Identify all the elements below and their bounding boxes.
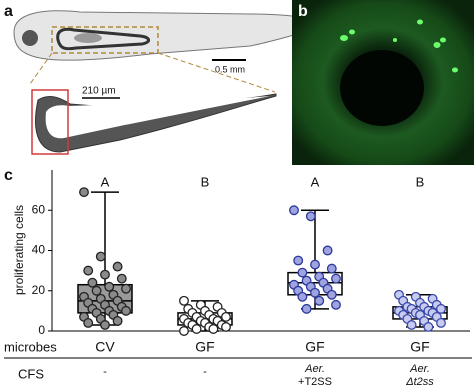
y-tick-label: 60 — [32, 202, 46, 216]
data-point — [79, 187, 89, 198]
cfs-label: Δt2ss — [405, 376, 434, 388]
data-point — [301, 303, 312, 314]
panel-label: b — [298, 3, 308, 20]
panel-label: c — [4, 167, 13, 184]
fish-eye — [22, 30, 38, 46]
data-point — [305, 211, 316, 222]
y-tick-label: 40 — [32, 243, 46, 257]
lumen — [340, 50, 424, 126]
zoom-line — [157, 52, 276, 93]
gut — [56, 27, 150, 51]
cfs-label: - — [203, 366, 207, 378]
scale-bar-label: 0.5 mm — [215, 64, 245, 74]
cells — [340, 19, 458, 73]
fish-body — [13, 10, 326, 61]
data-point — [87, 277, 98, 288]
category-label: GF — [410, 339, 429, 355]
data-point — [116, 273, 127, 284]
data-point — [83, 318, 94, 328]
panel-a: a 0.5 mm 210 µm — [4, 3, 326, 155]
data-point — [112, 315, 123, 326]
zoom-box — [51, 26, 159, 54]
data-point — [179, 326, 189, 336]
x-axis-label: microbes — [4, 339, 57, 354]
data-point — [121, 283, 131, 294]
data-point — [423, 322, 434, 332]
data-point — [406, 320, 417, 330]
data-point — [100, 320, 110, 330]
significance-letter: B — [201, 174, 210, 189]
significance-letter: A — [101, 174, 110, 189]
data-point — [310, 287, 320, 298]
row-label: CFS — [18, 366, 44, 381]
data-point — [314, 295, 325, 306]
data-point — [331, 273, 341, 284]
panel-b: b — [292, 0, 474, 165]
data-point — [179, 295, 189, 306]
zoom-line — [29, 52, 53, 85]
data-point — [326, 289, 337, 300]
y-axis-label: proliferating cells — [12, 205, 26, 295]
data-point — [104, 281, 115, 292]
data-point — [289, 205, 299, 216]
data-point — [83, 265, 94, 276]
panel-label: a — [4, 3, 13, 20]
data-point — [436, 303, 446, 314]
data-point — [293, 255, 304, 266]
significance-letter: B — [416, 174, 425, 189]
category-label: CV — [95, 339, 115, 355]
region-box — [31, 89, 69, 155]
data-point — [91, 285, 102, 296]
y-tick-label: 20 — [32, 283, 46, 297]
data-point — [208, 324, 219, 334]
data-point — [100, 269, 110, 280]
data-point — [112, 261, 123, 272]
y-tick-label: 0 — [38, 323, 45, 337]
data-point — [297, 291, 308, 302]
data-point — [121, 305, 131, 316]
data-point — [310, 259, 320, 270]
data-point — [191, 324, 202, 334]
data-point — [297, 267, 308, 278]
data-point — [322, 245, 333, 256]
data-point — [331, 299, 341, 310]
data-point — [221, 311, 231, 322]
swim-bladder — [74, 33, 102, 43]
data-point — [436, 318, 446, 328]
gut-lumen — [45, 96, 270, 139]
cfs-label: +T2SS — [298, 376, 332, 388]
length-label: 210 µm — [82, 86, 116, 97]
category-label: GF — [195, 339, 214, 355]
category-label: GF — [305, 339, 324, 355]
cfs-label: Aer. — [304, 363, 325, 375]
cfs-label: Aer. — [409, 363, 430, 375]
data-point — [326, 263, 337, 274]
data-point — [95, 251, 106, 262]
data-point — [221, 322, 231, 332]
significance-letter: A — [311, 174, 320, 189]
cfs-label: - — [103, 366, 107, 378]
